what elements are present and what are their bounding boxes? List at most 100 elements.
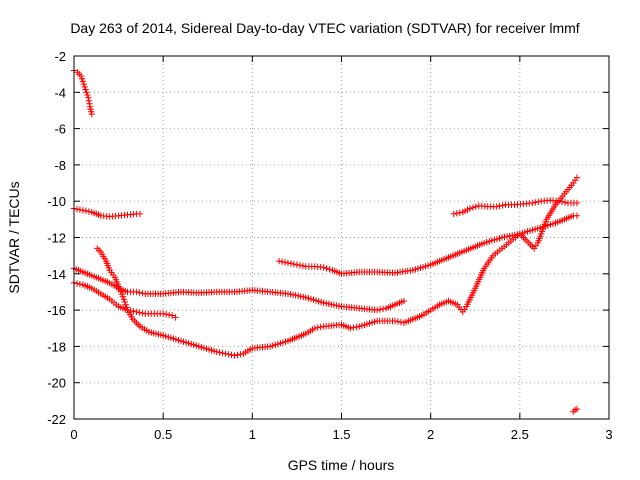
data-point: [133, 308, 140, 316]
series-arc-7: [450, 197, 581, 218]
data-point: [281, 259, 289, 266]
data-point: [284, 259, 292, 267]
data-point: [76, 280, 84, 288]
data-point: [466, 205, 474, 212]
data-point: [450, 210, 457, 218]
data-point: [394, 318, 402, 325]
data-point: [216, 349, 223, 356]
data-point: [573, 405, 581, 413]
data-point: [555, 198, 563, 205]
x-tick-label: 1.5: [332, 427, 350, 442]
data-point: [225, 351, 232, 358]
data-point: [123, 304, 130, 311]
y-tick-label: -12: [47, 231, 66, 246]
data-point: [561, 199, 569, 206]
data-point: [130, 308, 137, 315]
y-tick-label: -16: [47, 303, 66, 318]
data-point: [85, 208, 93, 215]
data-point: [278, 258, 286, 265]
data-point: [80, 80, 87, 88]
data-point: [172, 314, 179, 321]
series-arc-8: [570, 405, 581, 415]
data-point: [499, 202, 506, 209]
y-tick-label: -6: [54, 122, 66, 137]
series-arc-1: [70, 67, 95, 118]
y-tick-label: -8: [54, 158, 66, 173]
data-point: [85, 94, 92, 101]
data-point: [456, 209, 463, 216]
data-point: [133, 288, 140, 296]
data-point: [311, 325, 318, 332]
data-point: [453, 210, 460, 217]
data-point: [293, 261, 301, 268]
data-point: [73, 205, 81, 213]
y-tick-label: -2: [54, 49, 66, 64]
x-tick-label: 1: [249, 427, 256, 442]
series-arc-6: [275, 212, 581, 277]
data-point: [77, 72, 85, 80]
data-point: [573, 174, 581, 181]
data-point: [529, 199, 536, 207]
series-arc-5: [94, 174, 581, 359]
axis-ticks: 0 0.5 1 1.5 2 2.5 3 -22 -20 -18 -16 -14 -12 -10 -8 -6 -4…: [47, 49, 612, 442]
series-arc-2: [70, 205, 144, 220]
data-point: [391, 317, 399, 325]
data-point: [162, 311, 170, 318]
x-axis-label: GPS time / hours: [288, 457, 395, 473]
data-point: [139, 290, 146, 297]
data-point: [122, 301, 129, 308]
data-point: [374, 306, 381, 314]
data-point: [290, 260, 298, 268]
data-point: [493, 203, 500, 210]
data-point: [76, 206, 84, 213]
data-point: [82, 207, 90, 215]
data-point: [573, 212, 581, 219]
data-point: [213, 348, 220, 355]
data-point: [287, 260, 295, 267]
data-point: [353, 323, 360, 331]
data-point: [275, 257, 283, 265]
data-point: [136, 210, 144, 218]
data-point: [228, 351, 235, 359]
data-point: [79, 78, 87, 85]
grid: [74, 56, 609, 419]
data-marks: [70, 67, 581, 415]
data-point: [376, 306, 384, 313]
y-tick-label: -22: [47, 412, 66, 427]
data-point: [165, 311, 173, 319]
data-point: [469, 204, 477, 211]
data-point: [73, 280, 81, 287]
data-point: [379, 305, 387, 313]
data-point: [234, 351, 241, 359]
x-tick-label: 0: [70, 427, 77, 442]
data-point: [314, 324, 321, 331]
data-point: [219, 349, 226, 357]
data-point: [558, 198, 566, 205]
data-point: [317, 323, 324, 331]
data-point: [83, 89, 90, 96]
data-point: [85, 97, 93, 104]
data-point: [237, 351, 244, 358]
data-point: [326, 266, 333, 273]
x-tick-label: 2: [427, 427, 434, 442]
data-point: [79, 207, 87, 214]
data-point: [350, 324, 357, 331]
y-tick-label: -10: [47, 194, 66, 209]
data-point: [299, 262, 307, 270]
data-point: [136, 309, 143, 316]
data-point: [136, 289, 143, 296]
data-point: [222, 350, 229, 357]
y-axis-label: SDTVAR / TECUs: [6, 181, 22, 293]
data-point: [320, 264, 327, 271]
data-point: [573, 199, 581, 207]
data-point: [120, 296, 128, 303]
data-point: [84, 91, 91, 99]
data-point: [78, 75, 86, 82]
data-point: [82, 86, 89, 93]
data-point: [139, 309, 146, 317]
data-point: [532, 199, 539, 206]
y-tick-label: -20: [47, 376, 66, 391]
data-point: [347, 325, 354, 332]
data-point: [121, 298, 128, 306]
